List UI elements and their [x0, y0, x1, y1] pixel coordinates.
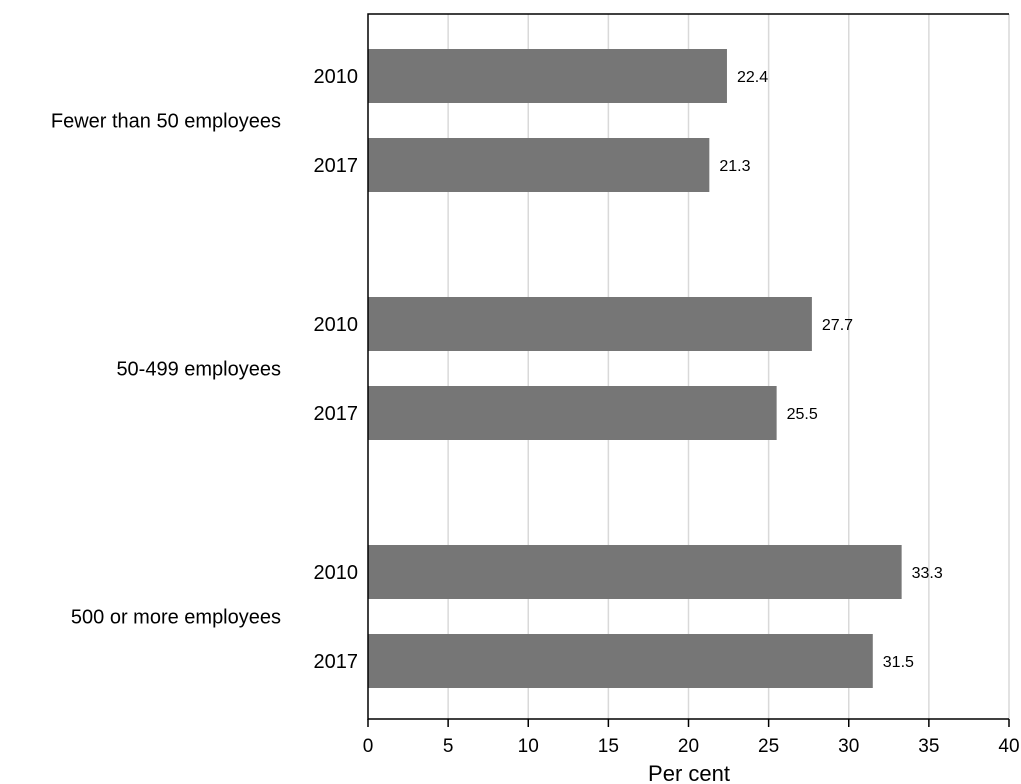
x-tick-label-15: 15 [598, 736, 619, 757]
bar-1-2010 [368, 297, 812, 351]
bars: 22.4 21.3 27.7 25.5 33.3 31.5 [368, 49, 943, 688]
year-label-2-2017: 2017 [314, 651, 359, 673]
value-label-1-2010: 27.7 [822, 317, 853, 334]
group-label-1: 50-499 employees [116, 359, 281, 381]
bar-1-2017 [368, 386, 777, 440]
x-tick-label-35: 35 [918, 736, 939, 757]
x-axis-ticks: 0 5 10 15 20 25 30 35 40 [363, 719, 1020, 757]
year-label-1-2017: 2017 [314, 403, 359, 425]
x-tick-label-10: 10 [518, 736, 539, 757]
bar-2-2017 [368, 634, 873, 688]
x-tick-label-20: 20 [678, 736, 699, 757]
bar-0-2010 [368, 49, 727, 103]
value-label-0-2010: 22.4 [737, 69, 768, 86]
x-axis-title: Per cent [648, 761, 730, 784]
category-labels: 2010 2017 Fewer than 50 employees 2010 2017 5… [51, 66, 358, 673]
x-tick-label-5: 5 [443, 736, 454, 757]
value-label-1-2017: 25.5 [787, 406, 818, 423]
value-label-0-2017: 21.3 [719, 158, 750, 175]
bar-2-2010 [368, 545, 902, 599]
x-tick-label-40: 40 [998, 736, 1019, 757]
group-label-0: Fewer than 50 employees [51, 111, 281, 133]
year-label-0-2010: 2010 [314, 66, 359, 88]
x-tick-label-25: 25 [758, 736, 779, 757]
group-label-2: 500 or more employees [71, 607, 281, 629]
year-label-1-2010: 2010 [314, 314, 359, 336]
x-tick-label-30: 30 [838, 736, 859, 757]
bar-0-2017 [368, 138, 710, 192]
gridlines [447, 14, 1010, 719]
year-label-2-2010: 2010 [314, 562, 359, 584]
x-tick-label-0: 0 [363, 736, 374, 757]
value-label-2-2010: 33.3 [912, 565, 943, 582]
value-label-2-2017: 31.5 [883, 654, 914, 671]
year-label-0-2017: 2017 [314, 155, 359, 177]
